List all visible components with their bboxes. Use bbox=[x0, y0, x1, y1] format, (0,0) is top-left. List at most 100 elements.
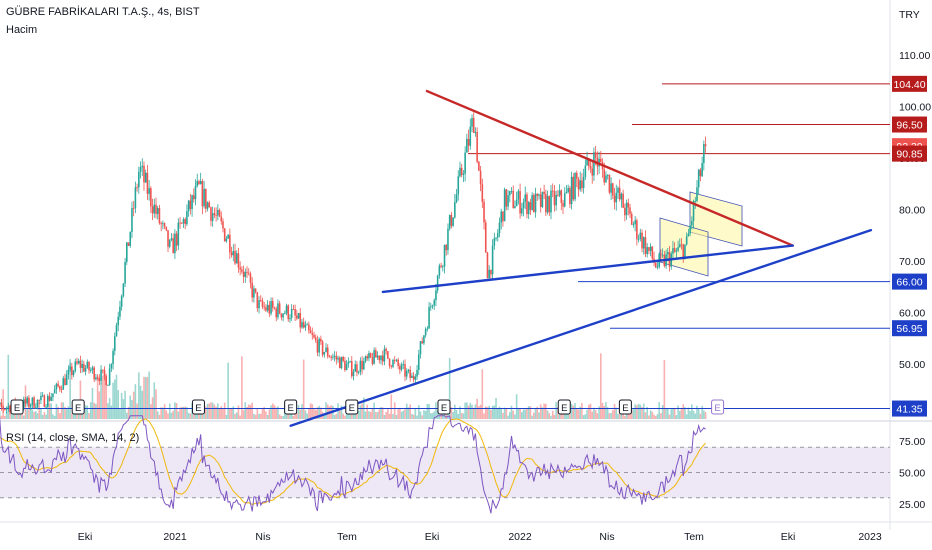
candle-body bbox=[508, 191, 511, 196]
earnings-marker-label: E bbox=[14, 403, 20, 414]
candle-body bbox=[345, 363, 348, 371]
candle-body bbox=[555, 194, 557, 206]
volume-bar bbox=[703, 410, 705, 419]
rsi-line bbox=[0, 415, 706, 514]
volume-bar bbox=[95, 403, 97, 419]
earnings-marker-box bbox=[284, 399, 298, 415]
candle-body bbox=[701, 163, 703, 177]
volume-bar bbox=[548, 413, 551, 419]
volume-bar bbox=[677, 405, 679, 419]
volume-bar bbox=[194, 414, 197, 419]
volume-bar bbox=[4, 415, 6, 419]
time-tick-label: Eki bbox=[78, 531, 93, 543]
candle-body bbox=[553, 190, 556, 206]
price-tick-label: 80.00 bbox=[899, 205, 925, 217]
candle-body bbox=[282, 313, 284, 318]
volume-bar bbox=[273, 405, 276, 419]
volume-bar bbox=[285, 412, 288, 419]
candle-body bbox=[110, 364, 113, 369]
volume-bar bbox=[436, 410, 439, 419]
candle-body bbox=[74, 361, 77, 371]
volume-bar bbox=[296, 412, 298, 419]
volume-bar bbox=[469, 402, 472, 419]
candle-body bbox=[242, 271, 245, 277]
volume-bar bbox=[366, 404, 369, 419]
candle-body bbox=[479, 170, 482, 185]
candle-body bbox=[313, 334, 315, 338]
candle-body bbox=[247, 272, 250, 274]
candle-body bbox=[438, 265, 441, 276]
candle-body bbox=[254, 288, 257, 293]
candle-body bbox=[515, 199, 518, 207]
candle-body bbox=[335, 355, 338, 360]
volume-bar bbox=[402, 410, 405, 419]
candle-body bbox=[457, 176, 460, 195]
candle-body bbox=[563, 193, 566, 207]
candle-body bbox=[582, 176, 585, 189]
volume-bar bbox=[491, 405, 494, 419]
candle-body bbox=[284, 313, 286, 315]
volume-bar bbox=[622, 410, 624, 419]
candle-body bbox=[383, 348, 386, 362]
candle-body bbox=[622, 193, 624, 208]
candle-body bbox=[2, 406, 4, 410]
volume-bar bbox=[644, 412, 647, 419]
candle-body bbox=[359, 360, 362, 373]
volume-bar bbox=[247, 404, 250, 419]
candle-body bbox=[9, 405, 11, 412]
candle-body bbox=[323, 352, 326, 355]
volume-bar bbox=[493, 405, 496, 419]
volume-bar bbox=[668, 414, 671, 419]
volume-bar bbox=[229, 408, 231, 419]
candle-body bbox=[45, 406, 47, 408]
volume-bar bbox=[521, 412, 523, 419]
volume-bar bbox=[670, 409, 673, 419]
volume-bar bbox=[314, 409, 317, 419]
volume-bar bbox=[508, 412, 511, 419]
candle-body bbox=[630, 213, 633, 225]
earnings-marker: E bbox=[284, 399, 298, 415]
earnings-marker-box bbox=[71, 399, 85, 415]
candle-body bbox=[71, 366, 73, 376]
volume-bar bbox=[524, 409, 527, 419]
candle-body bbox=[210, 207, 212, 221]
candle-body bbox=[570, 176, 573, 205]
candle-body bbox=[76, 361, 78, 364]
candle-body bbox=[572, 176, 575, 200]
volume-bar bbox=[215, 406, 217, 419]
volume-bar bbox=[673, 408, 676, 419]
volume-bar bbox=[119, 408, 121, 419]
candle-body bbox=[0, 402, 1, 405]
volume-bar bbox=[512, 410, 515, 419]
candle-body bbox=[364, 356, 367, 362]
volume-bar bbox=[0, 411, 1, 419]
candle-body bbox=[679, 244, 681, 248]
price-tick-label: 100.00 bbox=[899, 102, 931, 114]
candle-body bbox=[632, 224, 635, 226]
candle-body bbox=[115, 325, 118, 337]
volume-bar bbox=[134, 384, 137, 419]
price-label-text: 90.85 bbox=[896, 149, 922, 161]
candle-body bbox=[150, 188, 152, 207]
candle-body bbox=[237, 253, 240, 268]
candle-body bbox=[539, 194, 542, 207]
volume-bar bbox=[270, 405, 272, 419]
candle-body bbox=[373, 350, 375, 364]
candle-body bbox=[191, 195, 193, 210]
candle-body bbox=[488, 269, 490, 279]
volume-bar bbox=[223, 402, 226, 419]
candle-body bbox=[277, 303, 279, 318]
volume-bar bbox=[139, 385, 142, 419]
candle-body bbox=[84, 367, 87, 372]
candle-body bbox=[168, 240, 171, 247]
volume-bar bbox=[641, 406, 643, 419]
candle-body bbox=[306, 324, 308, 326]
volume-bar bbox=[375, 412, 377, 419]
candle-body bbox=[53, 389, 56, 394]
candle-body bbox=[316, 340, 319, 353]
candle-body bbox=[65, 374, 68, 385]
candle-body bbox=[268, 304, 271, 314]
time-tick-label: Tem bbox=[337, 531, 357, 543]
candle-body bbox=[304, 324, 307, 328]
